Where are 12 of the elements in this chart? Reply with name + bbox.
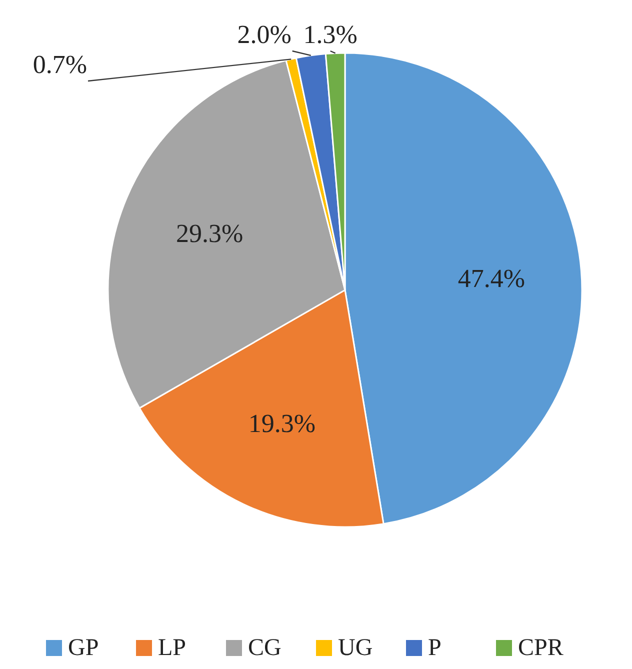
- data-label: 47.4%: [458, 264, 526, 294]
- data-label: 0.7%: [32, 50, 88, 79]
- legend-label: CPR: [518, 635, 564, 661]
- legend-label: P: [428, 635, 442, 661]
- legend-label: UG: [338, 635, 373, 661]
- data-label: 19.3%: [248, 408, 316, 438]
- legend-label: LP: [158, 635, 186, 661]
- data-label: 1.3%: [303, 20, 358, 49]
- data-label: 2.0%: [237, 20, 292, 49]
- legend-label: GP: [68, 635, 99, 661]
- legend-label: CG: [248, 635, 282, 661]
- data-label: 29.3%: [176, 218, 244, 248]
